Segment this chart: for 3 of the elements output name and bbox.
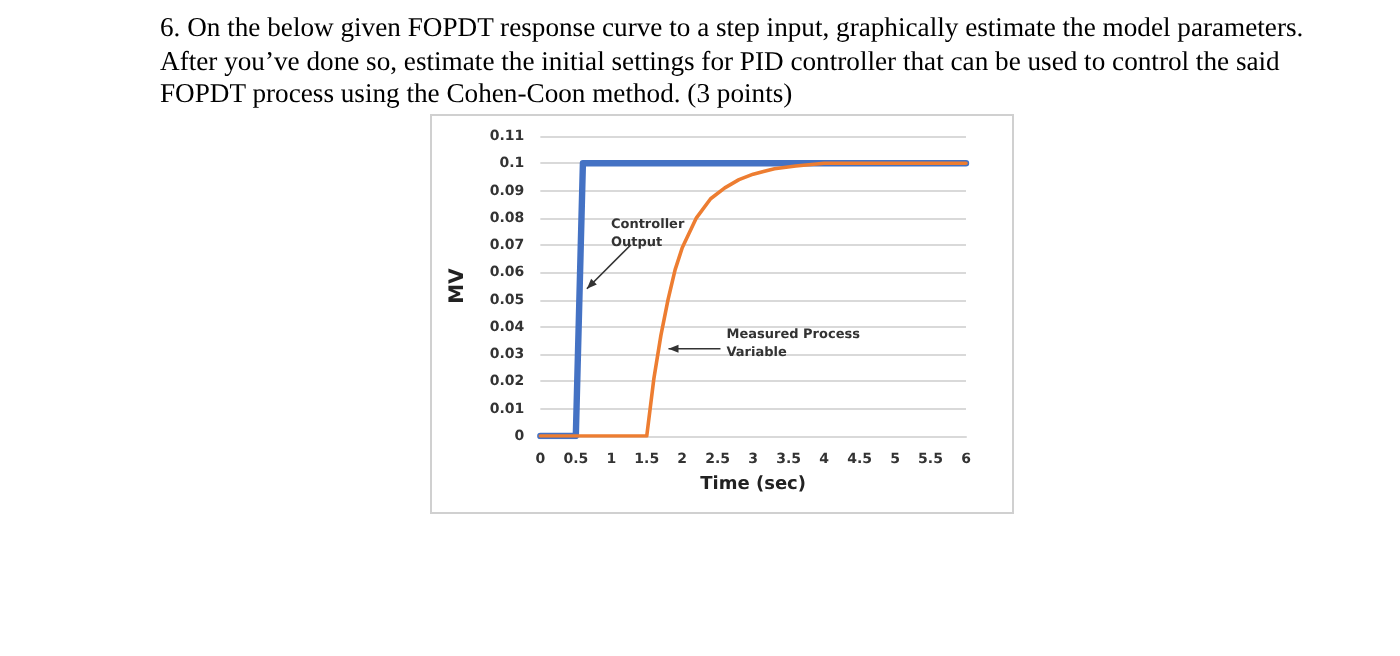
y-axis-title: MV — [447, 267, 469, 304]
chart-title: 6. On the below given FOPDT response curve to a step input, graphically estimate the model parameters. After you’ve done so, estimate the initial settings for PID controller that can be used to control the said FOPDT process using the Cohen-Coon method. (3 points) — [160, 12, 1306, 111]
x-axis-title: Time (sec) — [700, 474, 807, 495]
